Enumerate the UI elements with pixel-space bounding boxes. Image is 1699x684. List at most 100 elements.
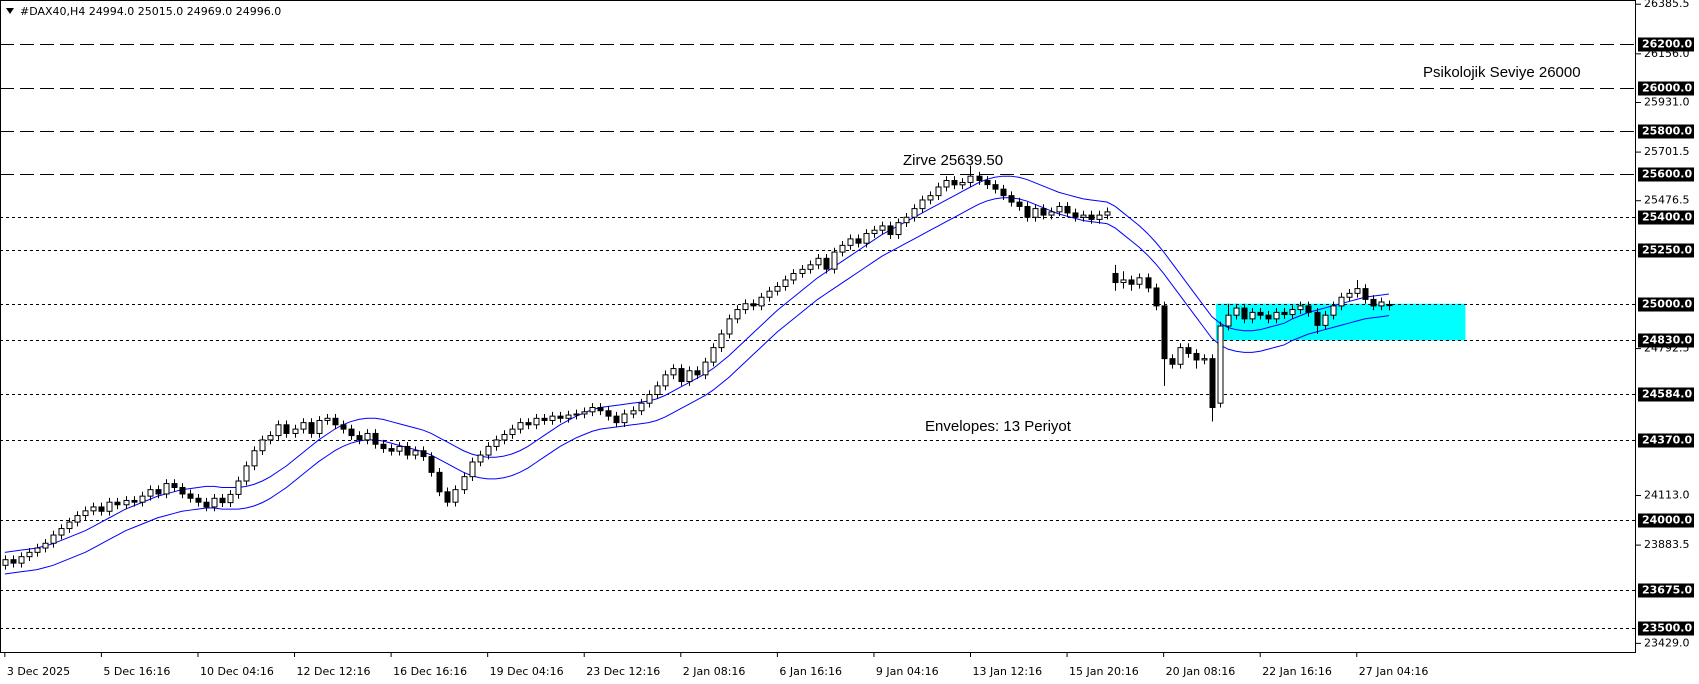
candle-body	[106, 501, 113, 512]
candle-body	[1273, 311, 1280, 320]
candle-body	[1032, 208, 1039, 218]
level-label: 25000.0	[1642, 298, 1692, 311]
candle-body	[1346, 292, 1353, 298]
candle-body	[927, 195, 934, 201]
candle-body	[444, 491, 451, 503]
level-label: 26000.0	[1642, 82, 1692, 95]
candle-body	[581, 411, 588, 415]
candle-body	[831, 251, 838, 270]
candle-body	[774, 285, 781, 292]
candle-body	[139, 495, 146, 503]
candle-body	[187, 493, 194, 499]
candle-body	[1201, 358, 1208, 361]
candle-body	[90, 506, 97, 512]
x-tick-label: 23 Dec 12:16	[586, 665, 660, 678]
candle-body	[292, 428, 299, 434]
candle-body	[855, 238, 862, 244]
level-label-bg	[1638, 433, 1694, 448]
candle-body	[847, 238, 854, 246]
level-label: 24000.0	[1642, 514, 1692, 527]
x-tick-label: 27 Jan 04:16	[1359, 665, 1429, 678]
candle-body	[485, 445, 492, 456]
candle-body	[179, 486, 186, 495]
level-label-bg	[1638, 167, 1694, 182]
candle-body	[372, 432, 379, 445]
candle-body	[10, 559, 17, 564]
candle-body	[630, 410, 637, 415]
candle-body	[1265, 314, 1272, 320]
candle-body	[1225, 314, 1232, 327]
x-tick-label: 20 Jan 08:16	[1166, 665, 1236, 678]
y-tick-label: 26385.5	[1644, 0, 1690, 10]
candle-body	[155, 489, 162, 495]
candle-body	[1297, 305, 1304, 311]
candle-body	[1217, 325, 1224, 404]
candle-body	[1056, 205, 1063, 213]
candle-body	[1112, 272, 1119, 284]
candle-body	[82, 510, 89, 517]
candle-body	[275, 424, 282, 437]
candle-body	[823, 257, 830, 270]
y-tick-label: 23883.5	[1644, 538, 1690, 551]
candle-body	[1362, 288, 1369, 300]
candle-body	[461, 476, 468, 491]
candle-body	[1177, 347, 1184, 365]
candle-body	[50, 534, 57, 544]
candle-body	[557, 415, 564, 419]
level-label: 23675.0	[1642, 584, 1692, 597]
candle-body	[66, 521, 73, 530]
candle-body	[1257, 311, 1264, 316]
symbol-menu-icon[interactable]	[6, 8, 14, 14]
candle-body	[1289, 309, 1296, 316]
candle-body	[1330, 305, 1337, 316]
candle-body	[477, 454, 484, 463]
x-tick-label: 2 Jan 08:16	[683, 665, 746, 678]
candle-body	[549, 415, 556, 421]
candle-body	[74, 515, 81, 523]
candle-body	[903, 216, 910, 224]
level-label-bg	[1638, 621, 1694, 636]
candle-body	[807, 264, 814, 270]
candle-body	[863, 232, 870, 244]
candle-body	[726, 318, 733, 335]
level-label-bg	[1638, 243, 1694, 258]
level-label: 25800.0	[1642, 125, 1692, 138]
candle-body	[678, 368, 685, 383]
candle-body	[638, 402, 645, 412]
candle-body	[799, 268, 806, 274]
y-tick-label: 25931.0	[1644, 95, 1690, 108]
candle-body	[501, 434, 508, 441]
candle-body	[388, 448, 395, 452]
candle-body	[1145, 277, 1152, 289]
candle-body	[114, 501, 121, 506]
candle-body	[1153, 287, 1160, 307]
x-tick-label: 10 Dec 04:16	[200, 665, 274, 678]
candle-body	[396, 445, 403, 452]
candle-body	[1104, 211, 1111, 216]
level-label-bg	[1638, 387, 1694, 402]
candle-body	[1120, 279, 1127, 284]
x-tick-label: 12 Dec 12:16	[297, 665, 371, 678]
candle-body	[171, 483, 178, 488]
candle-body	[911, 208, 918, 218]
candle-body	[959, 181, 966, 186]
candle-body	[251, 450, 258, 467]
candle-body	[533, 417, 540, 426]
candle-body	[18, 556, 25, 564]
level-label: 24830.0	[1642, 334, 1692, 347]
candle-body	[1338, 296, 1345, 307]
annotation: Psikolojik Seviye 26000	[1423, 64, 1581, 81]
candle-body	[992, 184, 999, 190]
candle-body	[469, 461, 476, 478]
candle-body	[943, 180, 950, 188]
candle-body	[734, 309, 741, 320]
x-tick-label: 16 Dec 16:16	[393, 665, 467, 678]
candle-body	[58, 528, 65, 536]
envelope-lower	[4, 197, 1390, 575]
candle-body	[1024, 205, 1031, 218]
candle-body	[364, 432, 371, 441]
x-tick-label: 15 Jan 20:16	[1069, 665, 1139, 678]
candle-body	[340, 424, 347, 430]
candle-body	[1233, 307, 1240, 316]
